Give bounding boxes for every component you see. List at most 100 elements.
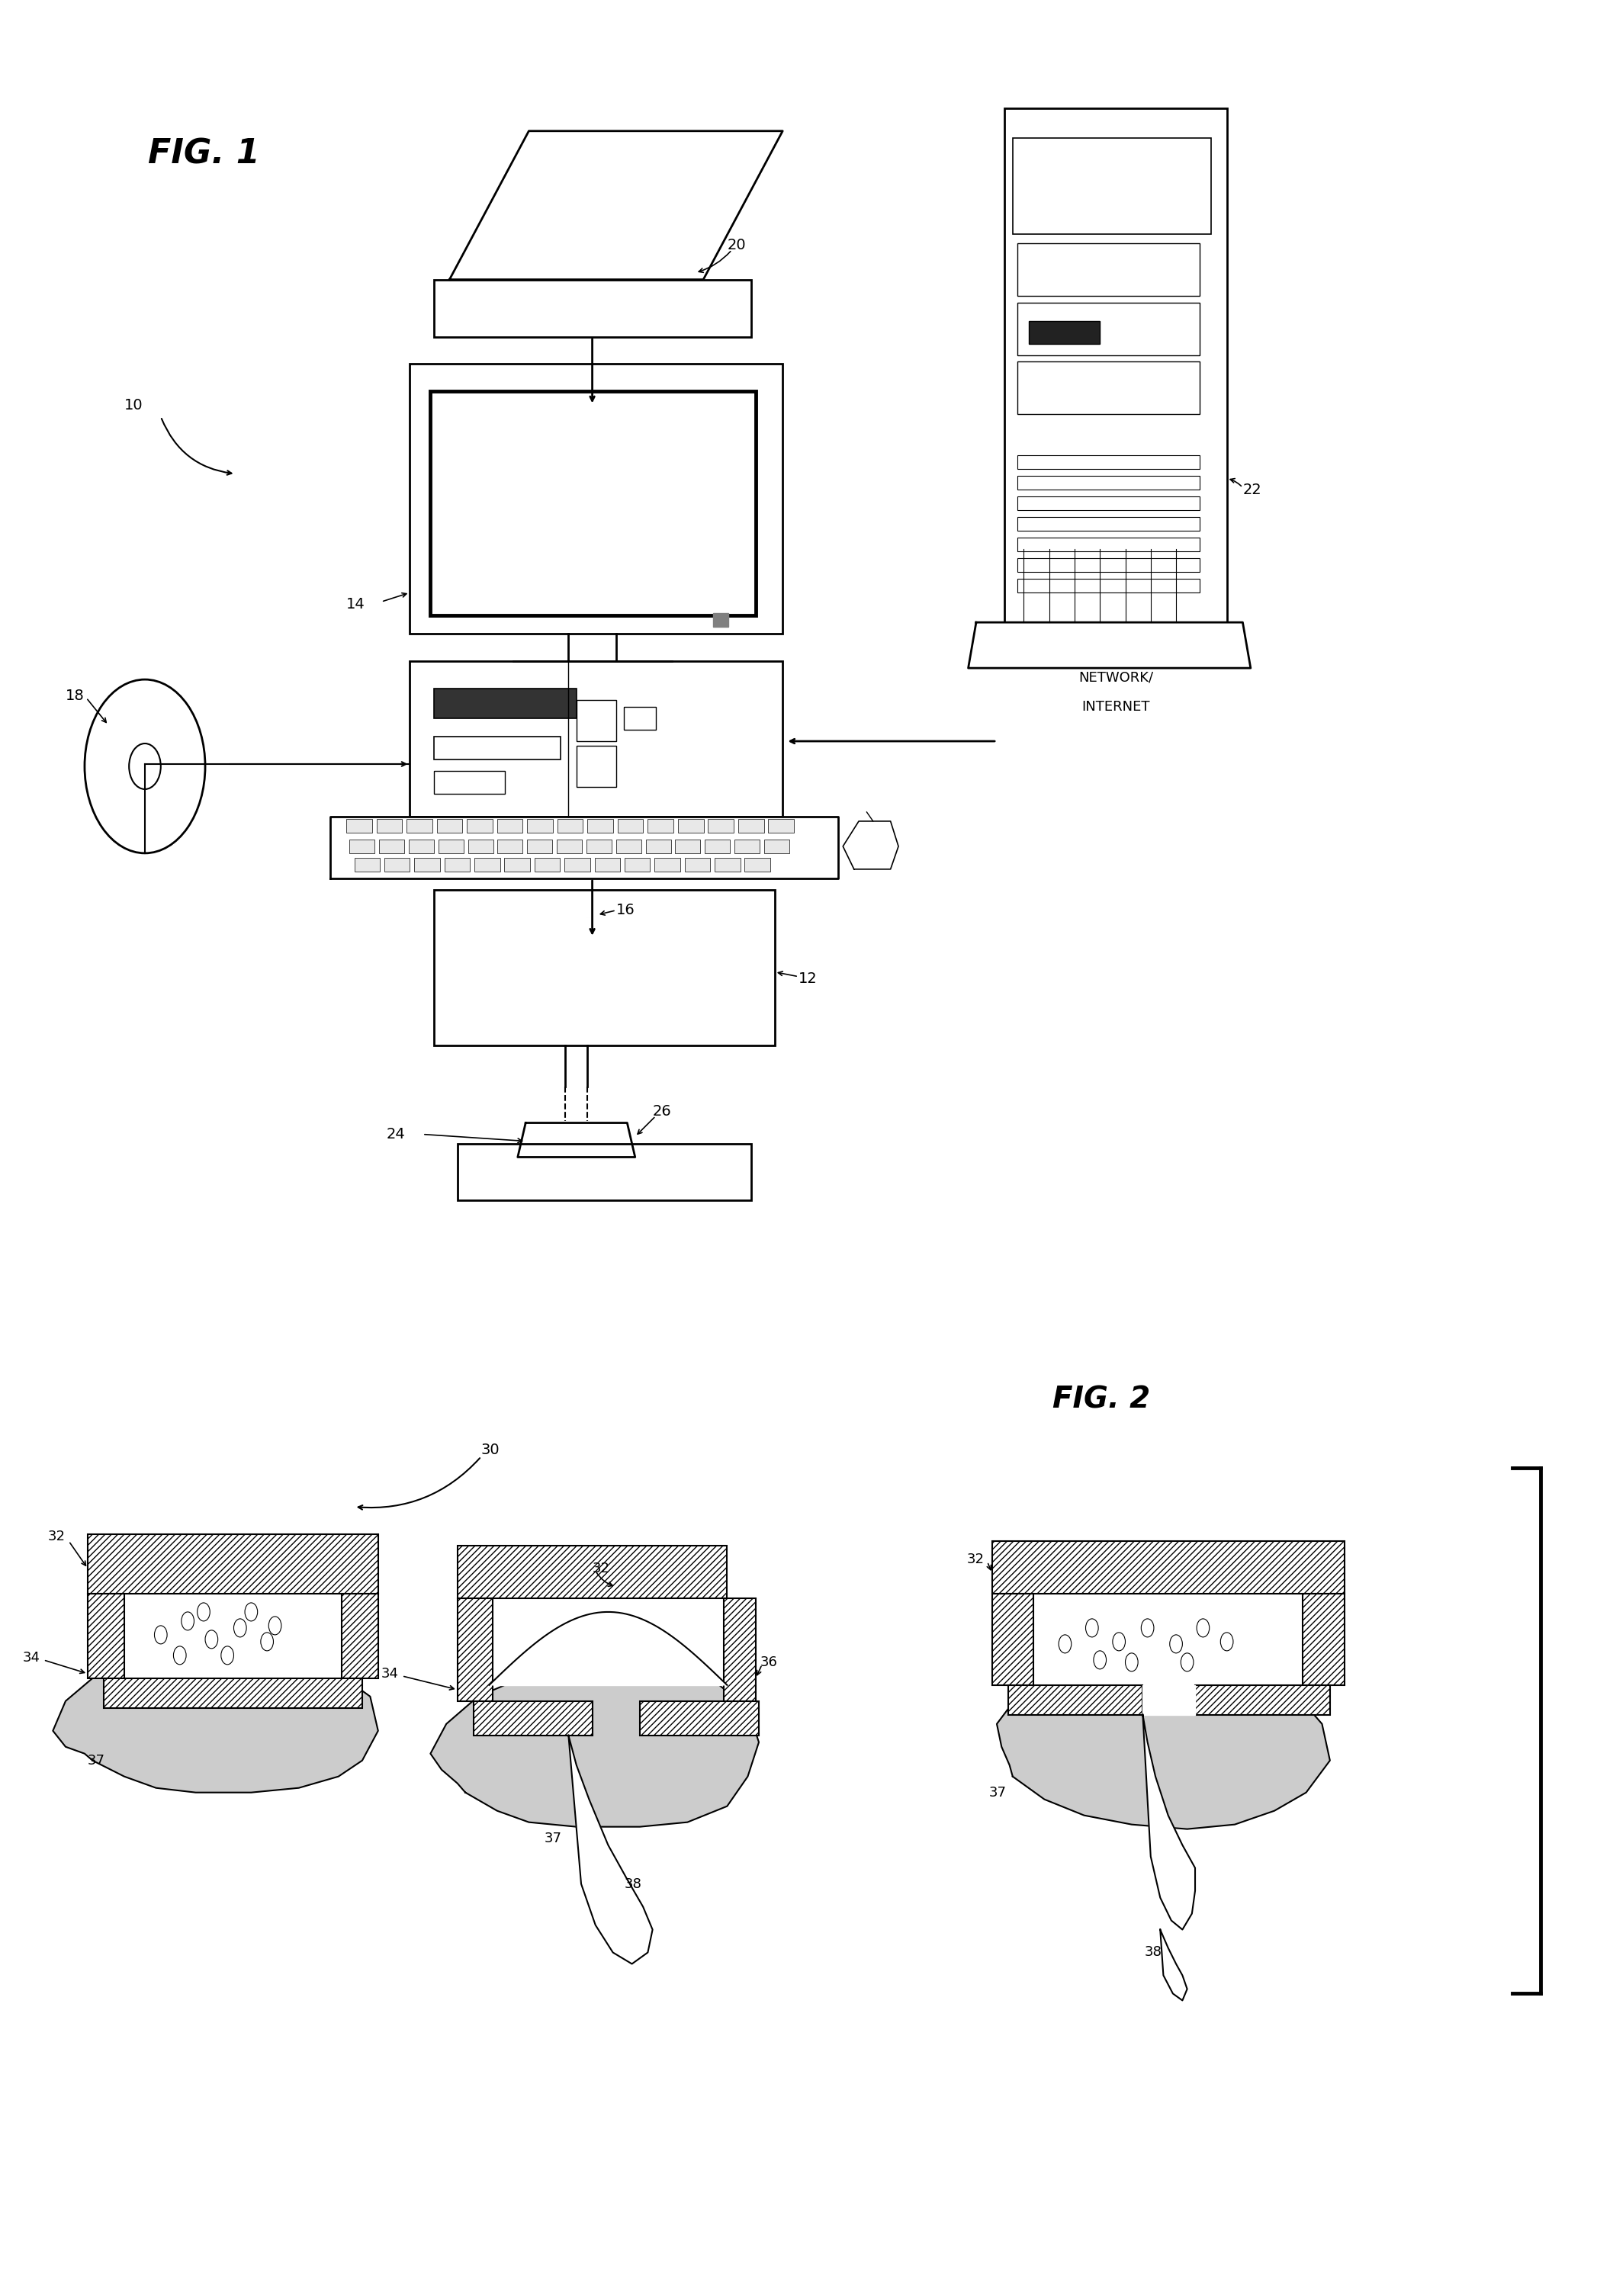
Polygon shape bbox=[125, 1593, 347, 1678]
Bar bbox=[1017, 517, 1199, 530]
Circle shape bbox=[1169, 1635, 1182, 1653]
Bar bbox=[616, 840, 642, 854]
Bar bbox=[431, 393, 755, 615]
Circle shape bbox=[1126, 1653, 1139, 1671]
Bar bbox=[407, 820, 433, 833]
Bar bbox=[577, 746, 616, 788]
Bar bbox=[588, 820, 613, 833]
Bar bbox=[438, 820, 463, 833]
Text: 20: 20 bbox=[727, 239, 746, 253]
Bar bbox=[712, 613, 728, 627]
Bar bbox=[645, 840, 671, 854]
Text: 22: 22 bbox=[1242, 482, 1262, 496]
Polygon shape bbox=[1159, 1929, 1187, 2000]
Bar bbox=[342, 1593, 378, 1678]
Polygon shape bbox=[1143, 1685, 1195, 1715]
Bar bbox=[1017, 537, 1199, 551]
Circle shape bbox=[1059, 1635, 1072, 1653]
Bar bbox=[1028, 321, 1100, 344]
Polygon shape bbox=[489, 1598, 727, 1685]
Polygon shape bbox=[517, 1123, 636, 1157]
Polygon shape bbox=[331, 817, 838, 879]
Circle shape bbox=[1113, 1632, 1126, 1651]
Polygon shape bbox=[431, 1669, 759, 1828]
Bar bbox=[350, 840, 375, 854]
Text: 37: 37 bbox=[989, 1786, 1006, 1800]
Bar bbox=[434, 280, 751, 338]
Bar bbox=[434, 891, 775, 1045]
Polygon shape bbox=[997, 1667, 1330, 1830]
Bar bbox=[410, 661, 783, 817]
Bar bbox=[347, 820, 372, 833]
Circle shape bbox=[182, 1612, 195, 1630]
Bar bbox=[527, 820, 553, 833]
Circle shape bbox=[1142, 1619, 1155, 1637]
Bar bbox=[535, 859, 561, 872]
Bar bbox=[1017, 558, 1199, 572]
Bar bbox=[992, 1593, 1033, 1685]
Circle shape bbox=[244, 1603, 257, 1621]
Circle shape bbox=[260, 1632, 273, 1651]
Bar bbox=[474, 859, 500, 872]
Bar bbox=[676, 840, 701, 854]
Circle shape bbox=[174, 1646, 187, 1665]
Circle shape bbox=[85, 680, 204, 854]
Bar bbox=[557, 820, 583, 833]
Circle shape bbox=[233, 1619, 246, 1637]
Circle shape bbox=[129, 744, 161, 790]
Bar bbox=[457, 1598, 492, 1701]
Bar bbox=[527, 840, 553, 854]
Bar bbox=[618, 820, 644, 833]
Circle shape bbox=[220, 1646, 233, 1665]
Bar bbox=[1303, 1593, 1345, 1685]
Bar bbox=[624, 707, 656, 730]
Bar bbox=[434, 737, 561, 760]
Bar bbox=[498, 840, 522, 854]
Polygon shape bbox=[569, 1736, 653, 1963]
Circle shape bbox=[198, 1603, 209, 1621]
Bar bbox=[468, 840, 493, 854]
Bar bbox=[1008, 1685, 1143, 1715]
Bar bbox=[466, 820, 492, 833]
Polygon shape bbox=[449, 131, 783, 280]
Bar bbox=[1017, 475, 1199, 489]
Bar bbox=[439, 840, 463, 854]
Bar bbox=[640, 1701, 759, 1736]
Bar bbox=[378, 840, 404, 854]
Bar bbox=[679, 820, 704, 833]
Bar bbox=[655, 859, 680, 872]
Bar bbox=[444, 859, 470, 872]
Bar bbox=[497, 820, 522, 833]
Bar bbox=[557, 840, 581, 854]
Bar bbox=[1195, 1685, 1330, 1715]
Bar bbox=[723, 1598, 755, 1701]
Circle shape bbox=[204, 1630, 217, 1649]
Bar bbox=[714, 859, 739, 872]
Circle shape bbox=[1196, 1619, 1209, 1637]
Text: 30: 30 bbox=[481, 1442, 500, 1458]
Bar bbox=[1017, 363, 1199, 413]
Bar bbox=[735, 840, 760, 854]
Text: 38: 38 bbox=[624, 1878, 642, 1892]
Bar bbox=[104, 1678, 363, 1708]
Text: 32: 32 bbox=[966, 1552, 984, 1566]
Bar bbox=[738, 820, 763, 833]
Text: NETWORK/: NETWORK/ bbox=[1078, 670, 1153, 684]
Bar bbox=[648, 820, 674, 833]
Text: FIG. 2: FIG. 2 bbox=[1052, 1384, 1150, 1414]
Bar bbox=[992, 1541, 1345, 1593]
Bar bbox=[355, 859, 380, 872]
Text: 16: 16 bbox=[616, 902, 636, 918]
Text: 34: 34 bbox=[22, 1651, 40, 1665]
Bar bbox=[763, 840, 789, 854]
Bar bbox=[586, 840, 612, 854]
Polygon shape bbox=[53, 1662, 378, 1793]
Text: 37: 37 bbox=[88, 1754, 105, 1768]
Text: 18: 18 bbox=[65, 689, 85, 703]
Bar bbox=[624, 859, 650, 872]
Circle shape bbox=[1220, 1632, 1233, 1651]
Circle shape bbox=[268, 1616, 281, 1635]
Polygon shape bbox=[1033, 1593, 1303, 1685]
Text: 12: 12 bbox=[798, 971, 818, 985]
Circle shape bbox=[1180, 1653, 1193, 1671]
